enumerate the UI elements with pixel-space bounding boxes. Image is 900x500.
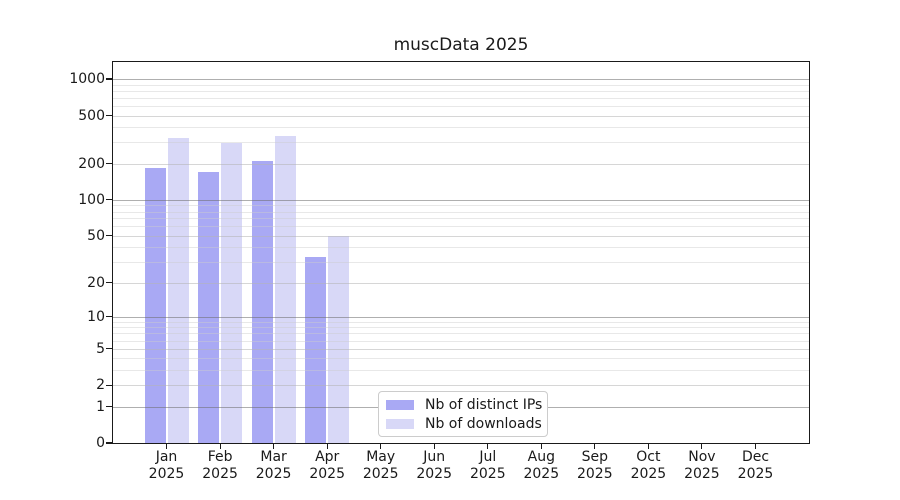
gridline-900 (113, 84, 809, 86)
y-tick-mark (106, 405, 112, 408)
gridline-5 (113, 348, 809, 350)
gridline-400 (113, 127, 809, 129)
x-tick-label-feb: Feb 2025 (202, 449, 238, 482)
x-tick-label-sep: Sep 2025 (576, 449, 613, 482)
x-tick-label-jul: Jul 2025 (469, 449, 506, 482)
y-tick-label-100: 100 (78, 191, 105, 208)
x-tick-mark (219, 444, 221, 449)
bar-apr-downloads (328, 235, 350, 443)
gridline-90 (113, 205, 809, 207)
gridline-200 (113, 163, 809, 165)
x-tick-mark (165, 444, 168, 449)
y-tick-label-20: 20 (87, 274, 105, 291)
x-tick-label-dec: Dec 2025 (737, 449, 774, 482)
x-tick-mark (273, 444, 275, 449)
legend-item-downloads: Nb of downloads (386, 415, 542, 432)
x-tick-label-oct: Oct 2025 (630, 449, 667, 482)
x-tick-mark (754, 444, 757, 449)
gridline-6 (113, 340, 809, 342)
y-tick-label-10: 10 (87, 308, 105, 325)
gridline-700 (113, 97, 809, 99)
y-tick-mark (106, 163, 112, 165)
x-tick-mark (487, 444, 489, 449)
x-tick-mark (326, 444, 328, 449)
gridline-9 (113, 321, 809, 323)
downloads-swatch (386, 418, 414, 429)
gridline-80 (113, 211, 809, 213)
gridline-40 (113, 247, 809, 249)
legend-item-distinct-ips: Nb of distinct IPs (386, 396, 543, 413)
x-tick-label-nov: Nov 2025 (684, 449, 720, 482)
legend-label: Nb of downloads (425, 415, 542, 432)
x-tick-label-aug: Aug 2025 (523, 449, 560, 482)
y-tick-label-5: 5 (96, 340, 105, 357)
gridline-2 (113, 385, 809, 387)
x-tick-label-apr: Apr 2025 (309, 449, 345, 482)
x-tick-mark (540, 444, 542, 449)
gridline-100 (113, 199, 809, 201)
x-tick-mark (701, 444, 703, 449)
gridline-600 (113, 105, 809, 107)
bar-feb-distinct-ips (198, 171, 220, 443)
y-tick-mark (106, 78, 112, 80)
chart-title: muscData 2025 (393, 35, 529, 55)
gridline-10 (113, 316, 809, 318)
x-tick-label-jan: Jan 2025 (148, 449, 185, 482)
gridline-4 (113, 358, 809, 360)
y-tick-mark (106, 282, 112, 284)
y-tick-label-0: 0 (96, 435, 105, 451)
distinct-ips-swatch (386, 399, 414, 410)
y-tick-label-2: 2 (96, 377, 105, 394)
grid-layer (113, 62, 809, 443)
bar-feb-downloads (221, 142, 243, 443)
y-tick-label-1000: 1000 (69, 71, 105, 87)
bar-mar-distinct-ips (251, 161, 273, 443)
y-tick-mark (106, 348, 112, 350)
y-tick-label-1: 1 (96, 398, 105, 415)
bar-apr-distinct-ips (305, 257, 327, 443)
y-tick-mark (106, 235, 112, 237)
bar-jan-downloads (167, 137, 189, 443)
y-tick-label-500: 500 (78, 107, 105, 124)
y-tick-mark (106, 316, 112, 318)
y-tick-mark (106, 384, 112, 386)
gridline-50 (113, 235, 809, 237)
gridline-3 (113, 370, 809, 371)
gridline-1000 (113, 79, 809, 80)
gridline-8 (113, 327, 809, 329)
y-tick-label-50: 50 (87, 227, 105, 244)
legend-label: Nb of distinct IPs (425, 396, 543, 413)
bar-mar-downloads (274, 135, 296, 443)
x-tick-label-may: May 2025 (362, 449, 399, 482)
bars-layer (113, 62, 809, 443)
plot-area (112, 61, 810, 444)
gridline-60 (113, 226, 809, 228)
y-tick-mark (106, 199, 112, 201)
gridline-7 (113, 333, 809, 335)
gridline-300 (113, 142, 809, 144)
y-tick-mark (106, 114, 112, 117)
x-tick-label-jun: Jun 2025 (416, 449, 452, 482)
gridline-30 (113, 262, 809, 264)
x-tick-mark (380, 444, 382, 449)
gridline-800 (113, 90, 809, 92)
x-tick-label-mar: Mar 2025 (255, 449, 292, 482)
legend: Nb of distinct IPs Nb of downloads (378, 391, 548, 437)
gridline-70 (113, 218, 809, 220)
x-tick-mark (433, 444, 435, 449)
gridline-20 (113, 282, 809, 284)
gridline-500 (113, 115, 809, 117)
x-tick-mark (594, 444, 596, 449)
x-tick-mark (647, 444, 649, 449)
y-tick-label-200: 200 (78, 155, 105, 172)
y-tick-mark (106, 442, 112, 444)
